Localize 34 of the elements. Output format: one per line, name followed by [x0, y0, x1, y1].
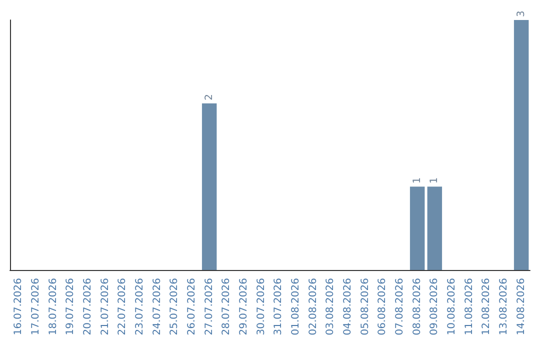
x-tick-label: 18.07.2026: [48, 278, 59, 336]
x-tick-label: 01.08.2026: [290, 278, 302, 336]
x-tick-label: 08.08.2026: [412, 278, 423, 336]
x-tick-label: 20.07.2026: [82, 278, 94, 336]
x-tick-label: 26.07.2026: [186, 278, 198, 336]
x-tick-label: 27.07.2026: [204, 278, 215, 336]
x-tick-label: 30.07.2026: [256, 278, 267, 336]
x-tick-label: 31.07.2026: [273, 278, 284, 336]
x-tick-label: 06.08.2026: [377, 278, 388, 336]
data-label: 1: [412, 177, 423, 184]
x-tick-label: 23.07.2026: [134, 278, 146, 336]
x-tick-label: 13.08.2026: [498, 278, 510, 336]
x-tick-label: 22.07.2026: [117, 278, 128, 336]
x-tick-label: 07.08.2026: [394, 278, 406, 336]
x-tick-label: 05.08.2026: [360, 278, 371, 336]
x-tick-label: 03.08.2026: [325, 278, 336, 336]
x-tick-label: 17.07.2026: [30, 278, 42, 336]
data-label: 2: [204, 94, 215, 100]
x-tick-label: 21.07.2026: [100, 278, 111, 336]
data-label: 1: [429, 177, 440, 184]
x-tick-label: 11.08.2026: [464, 278, 475, 336]
x-tick-label: 16.07.2026: [13, 278, 24, 336]
x-tick-label: 25.07.2026: [169, 278, 180, 336]
x-tick-label: 14.08.2026: [516, 278, 527, 336]
x-tick-label: 04.08.2026: [342, 278, 354, 336]
x-tick-label: 24.07.2026: [152, 278, 163, 336]
x-tick-label: 19.07.2026: [65, 278, 76, 336]
x-tick-label: 29.07.2026: [238, 278, 250, 336]
data-label: 3: [516, 10, 527, 17]
x-tick-label: 12.08.2026: [481, 278, 492, 336]
x-tick-label: 10.08.2026: [446, 278, 458, 336]
x-tick-label: 09.08.2026: [429, 278, 440, 336]
x-tick-label: 02.08.2026: [308, 278, 319, 336]
x-tick-label: 28.07.2026: [221, 278, 232, 336]
